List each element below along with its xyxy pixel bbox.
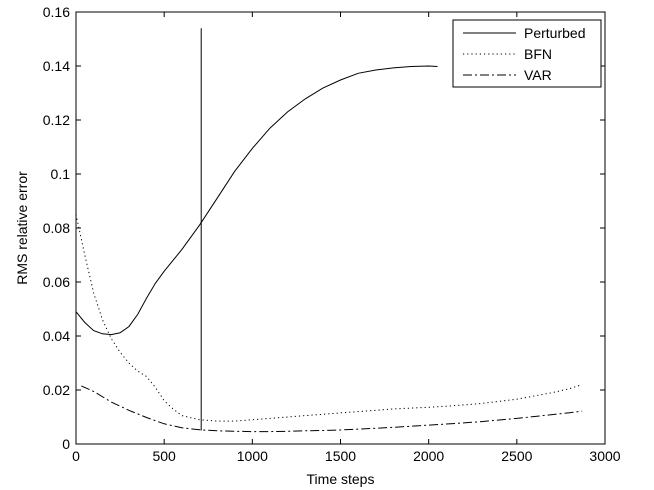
x-axis-label: Time steps [307,471,375,487]
plot-area [75,28,583,433]
x-tick-label: 2500 [501,448,532,464]
y-tick-label: 0 [62,436,70,452]
y-tick-label: 0.08 [43,220,70,236]
y-tick-label: 0.14 [43,58,70,74]
legend-label-bfn: BFN [524,46,552,62]
series-line-bfn [75,214,583,422]
axes: 0 500 1000 1500 2000 2500 3000 0 0.02 0.04 0.06 0.0… [14,4,621,487]
legend: Perturbed BFN VAR [452,19,602,88]
legend-label-var: VAR [524,67,552,83]
y-tick-label: 0.02 [43,382,70,398]
y-axis-label: RMS relative error [14,171,30,285]
x-tick-label: 1000 [237,448,268,464]
x-tick-label: 500 [152,448,176,464]
y-tick-label: 0.16 [43,4,70,20]
series-line-var [81,385,583,433]
x-tick-label: 3000 [589,448,620,464]
y-tick-label: 0.1 [51,166,71,182]
legend-box [452,19,602,88]
x-tick-label: 1500 [325,448,356,464]
x-tick-label: 2000 [413,448,444,464]
legend-label-perturbed: Perturbed [524,25,585,41]
y-tick-label: 0.12 [43,112,70,128]
y-tick-label: 0.04 [43,328,70,344]
series-line-perturbed [75,65,438,336]
x-tick-label: 0 [72,448,80,464]
y-tick-label: 0.06 [43,274,70,290]
